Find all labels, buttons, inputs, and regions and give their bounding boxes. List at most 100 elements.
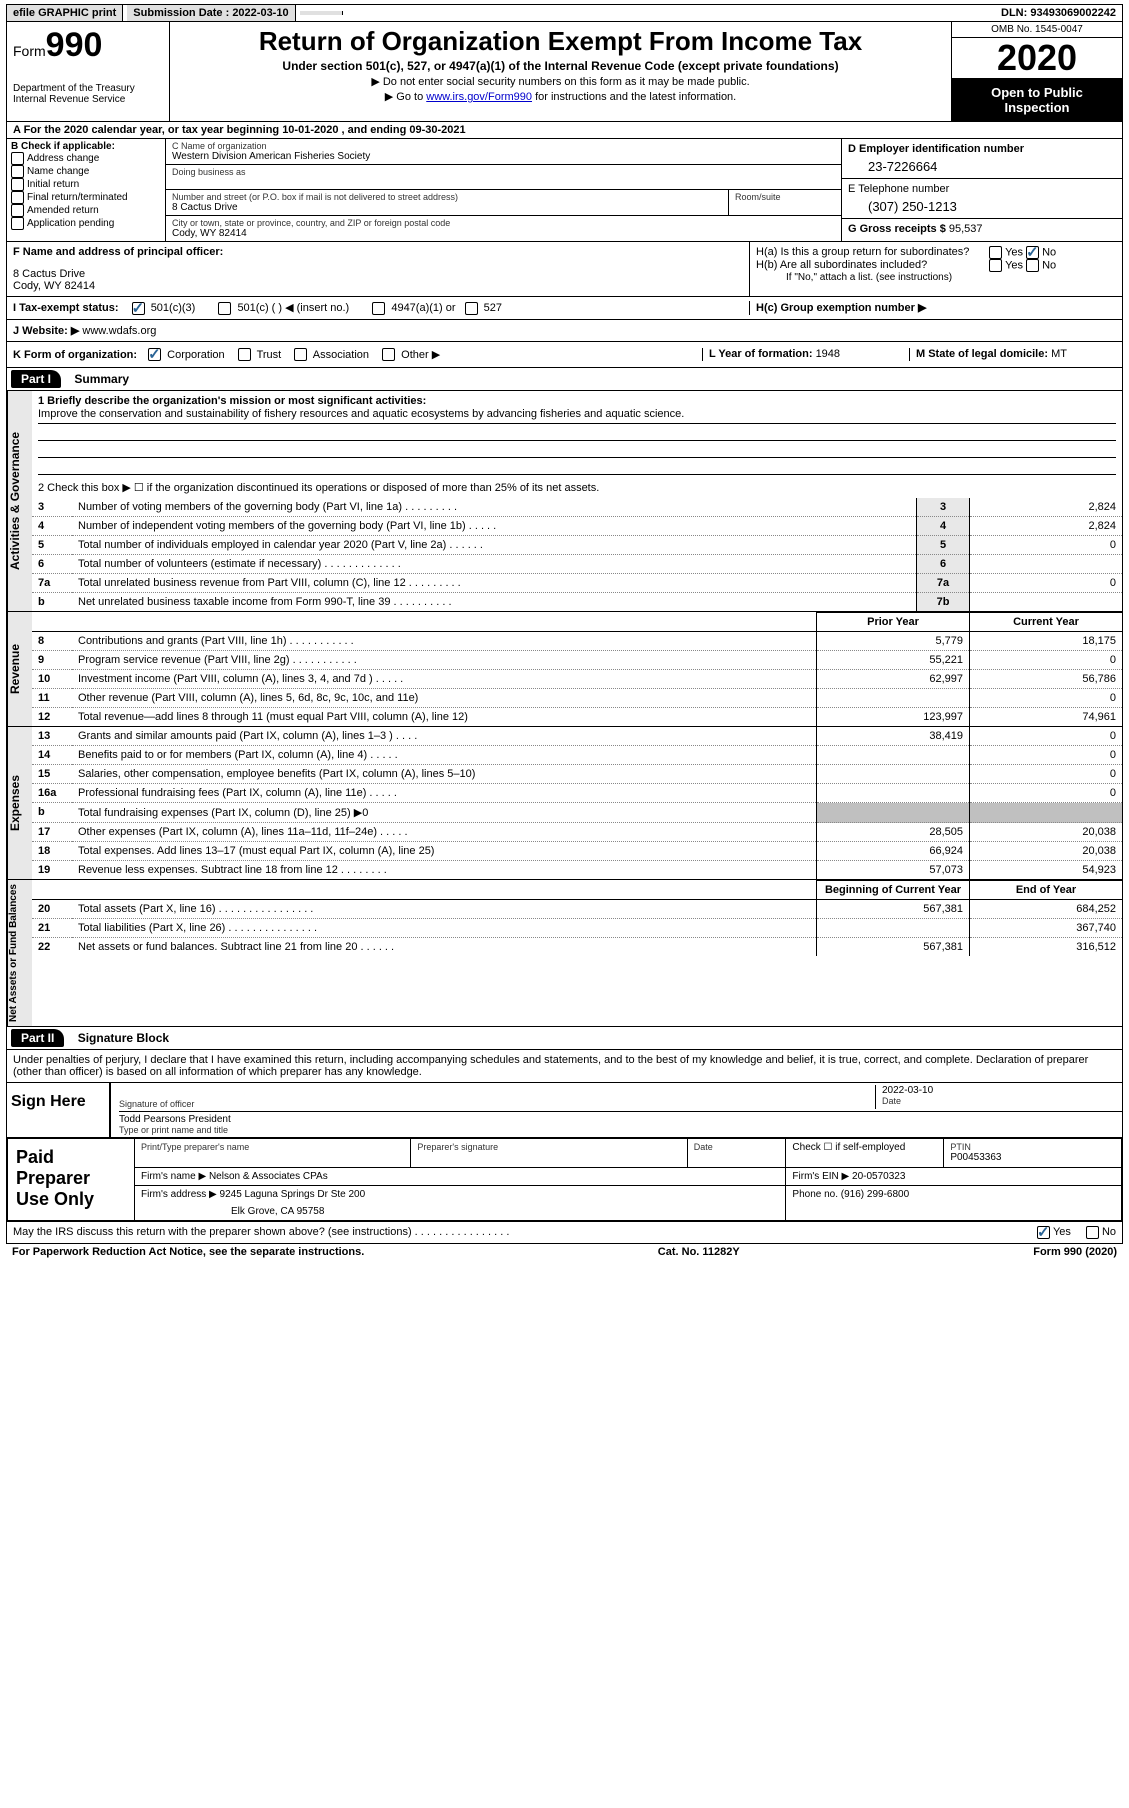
status-501c[interactable] — [218, 302, 231, 315]
discuss-label: May the IRS discuss this return with the… — [13, 1226, 1037, 1239]
vtab-revenue: Revenue — [7, 612, 32, 726]
table-row: 20Total assets (Part X, line 16) . . . .… — [32, 900, 1122, 919]
k-other[interactable] — [382, 348, 395, 361]
q2-text: 2 Check this box ▶ ☐ if the organization… — [38, 481, 1116, 494]
firm-name-label: Firm's name ▶ — [141, 1171, 209, 1182]
officer-addr2: Cody, WY 82414 — [13, 280, 743, 292]
form990-link[interactable]: www.irs.gov/Form990 — [426, 91, 532, 103]
sign-here-label: Sign Here — [7, 1083, 105, 1137]
table-row: bTotal fundraising expenses (Part IX, co… — [32, 803, 1122, 823]
prep-name[interactable] — [141, 1152, 404, 1164]
officer-sig-label: Signature of officer — [119, 1099, 875, 1109]
table-row: 5Total number of individuals employed in… — [32, 536, 1122, 555]
sections-bcd: B Check if applicable: Address change Na… — [6, 139, 1123, 242]
opt-initial[interactable]: Initial return — [11, 178, 161, 191]
mission-blank2 — [38, 441, 1116, 458]
discuss-yes[interactable] — [1037, 1226, 1050, 1239]
sign-date-label: Date — [882, 1096, 1122, 1106]
opt-address[interactable]: Address change — [11, 152, 161, 165]
opt-final[interactable]: Final return/terminated — [11, 191, 161, 204]
firm-ein-label: Firm's EIN ▶ — [792, 1171, 852, 1182]
m-label: M State of legal domicile: — [916, 348, 1051, 360]
table-row: 12Total revenue—add lines 8 through 11 (… — [32, 708, 1122, 727]
table-row: bNet unrelated business taxable income f… — [32, 593, 1122, 612]
status-527[interactable] — [465, 302, 478, 315]
ptin-label: PTIN — [950, 1142, 1115, 1152]
status-501c3-label: 501(c)(3) — [151, 302, 196, 314]
firm-ein: 20-0570323 — [852, 1171, 905, 1182]
tax-year: 2020 — [952, 38, 1122, 79]
street-value: 8 Cactus Drive — [172, 202, 722, 213]
table-row: 8Contributions and grants (Part VIII, li… — [32, 632, 1122, 651]
table-row: 3Number of voting members of the governi… — [32, 498, 1122, 517]
hb-yes[interactable] — [989, 259, 1002, 272]
section-fh: F Name and address of principal officer:… — [6, 242, 1123, 297]
hb-no[interactable] — [1026, 259, 1039, 272]
officer-addr1: 8 Cactus Drive — [13, 268, 743, 280]
website-label: J Website: ▶ — [13, 325, 82, 337]
k-assoc[interactable] — [294, 348, 307, 361]
vtab-netassets: Net Assets or Fund Balances — [7, 880, 32, 1026]
table-row: 22Net assets or fund balances. Subtract … — [32, 938, 1122, 957]
website-url: www.wdafs.org — [82, 325, 156, 337]
table-row: 6Total number of volunteers (estimate if… — [32, 555, 1122, 574]
org-name-label: C Name of organization — [172, 141, 835, 151]
self-employed[interactable]: Check ☐ if self-employed — [792, 1142, 937, 1153]
topbar-spacer — [300, 11, 343, 15]
table-row: 13Grants and similar amounts paid (Part … — [32, 727, 1122, 746]
topbar: efile GRAPHIC print Submission Date : 20… — [6, 4, 1123, 22]
efile-label[interactable]: efile GRAPHIC print — [7, 5, 123, 21]
revenue-table: Prior YearCurrent Year8Contributions and… — [32, 612, 1122, 726]
hb-yes-label: Yes — [1005, 259, 1023, 271]
table-row: 14Benefits paid to or for members (Part … — [32, 746, 1122, 765]
table-row: 16aProfessional fundraising fees (Part I… — [32, 784, 1122, 803]
table-row: 10Investment income (Part VIII, column (… — [32, 670, 1122, 689]
hb-row: H(b) Are all subordinates included? Yes … — [756, 259, 1116, 272]
netassets-block: Net Assets or Fund Balances Beginning of… — [6, 880, 1123, 1027]
opt-name[interactable]: Name change — [11, 165, 161, 178]
tel-label: E Telephone number — [848, 183, 1116, 195]
city-label: City or town, state or province, country… — [172, 218, 835, 228]
status-4947[interactable] — [372, 302, 385, 315]
discuss-no[interactable] — [1086, 1226, 1099, 1239]
ssn-note: ▶ Do not enter social security numbers o… — [176, 75, 945, 88]
inspect-1: Open to Public — [991, 85, 1083, 100]
discuss-row: May the IRS discuss this return with the… — [6, 1222, 1123, 1244]
opt-amended[interactable]: Amended return — [11, 204, 161, 217]
inspect-2: Inspection — [1004, 100, 1069, 115]
k-other-label: Other ▶ — [401, 349, 440, 361]
vtab-expenses: Expenses — [7, 727, 32, 879]
officer-name: Todd Pearsons President — [119, 1114, 1122, 1125]
hc-label: H(c) Group exemption number ▶ — [756, 302, 926, 314]
part1-header-row: Part I Summary — [6, 368, 1123, 391]
revenue-block: Revenue Prior YearCurrent Year8Contribut… — [6, 612, 1123, 727]
status-501c3[interactable] — [132, 302, 145, 315]
gross-value: 95,537 — [949, 223, 983, 235]
officer-label: F Name and address of principal officer: — [13, 246, 743, 258]
omb-number: OMB No. 1545-0047 — [952, 22, 1122, 38]
footer-right: Form 990 (2020) — [1033, 1246, 1117, 1258]
dept-treasury: Department of the Treasury — [13, 83, 163, 94]
section-deg: D Employer identification number 23-7226… — [841, 139, 1122, 241]
k-corp[interactable] — [148, 348, 161, 361]
part1-badge: Part I — [11, 370, 61, 388]
tel-value: (307) 250-1213 — [848, 195, 1116, 214]
prep-sig-label: Preparer's signature — [417, 1142, 680, 1152]
officer-sig[interactable] — [119, 1085, 875, 1099]
opt-amended-label: Amended return — [27, 205, 99, 216]
preparer-table: Print/Type preparer's name Preparer's si… — [134, 1138, 1122, 1221]
expenses-block: Expenses 13Grants and similar amounts pa… — [6, 727, 1123, 880]
table-row: 4Number of independent voting members of… — [32, 517, 1122, 536]
ha-no[interactable] — [1026, 246, 1039, 259]
opt-pending[interactable]: Application pending — [11, 217, 161, 230]
form-word: Form — [13, 43, 46, 59]
ha-yes-label: Yes — [1005, 246, 1023, 258]
table-row: 17Other expenses (Part IX, column (A), l… — [32, 823, 1122, 842]
m-value: MT — [1051, 348, 1067, 360]
form-title: Return of Organization Exempt From Incom… — [176, 26, 945, 57]
table-row: 18Total expenses. Add lines 13–17 (must … — [32, 842, 1122, 861]
line-a: A For the 2020 calendar year, or tax yea… — [6, 122, 1123, 139]
k-trust[interactable] — [238, 348, 251, 361]
section-c: C Name of organization Western Division … — [166, 139, 841, 241]
ha-yes[interactable] — [989, 246, 1002, 259]
